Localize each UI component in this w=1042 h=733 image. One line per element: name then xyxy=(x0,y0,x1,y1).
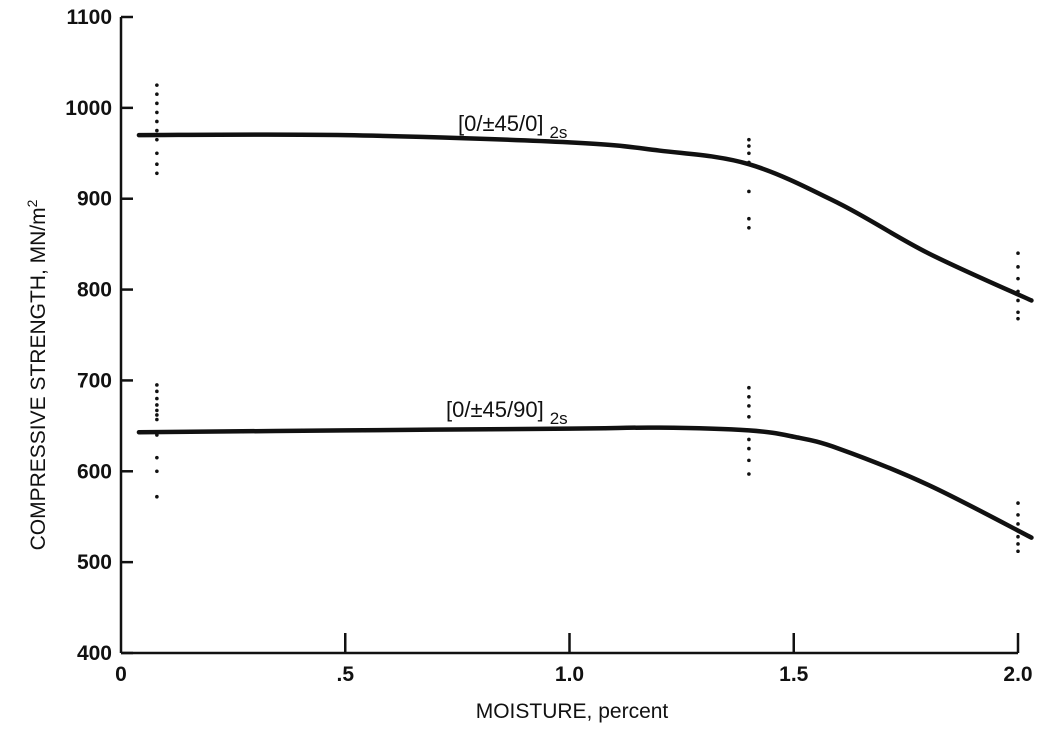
data-point xyxy=(155,455,159,460)
data-point xyxy=(747,189,751,194)
x-tick-label: .5 xyxy=(336,663,354,686)
series-line xyxy=(136,425,1034,540)
data-point xyxy=(747,394,751,399)
data-point xyxy=(1016,542,1020,546)
data-point xyxy=(1016,549,1020,554)
data-point xyxy=(747,151,751,156)
x-tick-label: 2.0 xyxy=(1003,663,1032,686)
data-point xyxy=(155,469,159,474)
data-point xyxy=(1016,513,1020,517)
data-point xyxy=(747,414,751,419)
data-point xyxy=(747,160,751,165)
data-point xyxy=(747,437,751,442)
y-tick-label: 400 xyxy=(77,642,112,665)
x-tick-label: 1.5 xyxy=(779,663,809,686)
data-point xyxy=(155,83,159,87)
series-1 xyxy=(136,383,1034,554)
x-axis-title: MOISTURE, percent xyxy=(476,700,669,723)
data-point xyxy=(1016,522,1020,526)
data-point xyxy=(1016,298,1020,303)
data-point xyxy=(155,137,159,142)
data-point xyxy=(1016,310,1020,315)
series-0 xyxy=(136,83,1034,321)
data-point xyxy=(155,433,159,437)
series-layer xyxy=(136,83,1034,554)
data-point xyxy=(1016,276,1020,281)
series-label-0-45-90-subscript: 2s xyxy=(550,409,568,428)
series-line xyxy=(136,132,1034,303)
y-axis-title-main: COMPRESSIVE STRENGTH, MN/m xyxy=(27,207,50,550)
data-point xyxy=(1016,251,1020,256)
x-tick-label: 1.0 xyxy=(555,663,584,686)
y-tick-label: 1000 xyxy=(65,97,112,120)
data-point xyxy=(155,494,159,499)
data-point xyxy=(155,417,159,422)
x-axis-ticks: 0 .5 1.0 1.5 2.0 xyxy=(115,633,1033,686)
y-tick-label: 800 xyxy=(77,279,112,302)
data-point xyxy=(155,403,159,407)
y-tick-label: 900 xyxy=(77,188,112,211)
data-point xyxy=(747,428,751,433)
data-point xyxy=(1016,501,1020,505)
data-point xyxy=(155,119,159,124)
y-tick-label: 1100 xyxy=(66,6,112,29)
series-label-0-45-0-name: [0/±45/0] xyxy=(458,111,543,136)
data-point xyxy=(155,389,159,394)
y-axis-ticks: 400 500 600 700 800 900 1000 1100 xyxy=(65,6,133,665)
data-point xyxy=(1016,289,1020,294)
y-axis-title-superscript: 2 xyxy=(24,199,40,207)
data-point xyxy=(1016,534,1020,539)
series-label-0-45-0-subscript: 2s xyxy=(549,123,567,142)
series-label-0-45-90-name: [0/±45/90] xyxy=(446,397,544,422)
y-tick-label: 600 xyxy=(77,460,112,483)
data-point xyxy=(1016,316,1020,321)
data-point xyxy=(747,446,751,451)
data-point xyxy=(155,110,159,115)
data-point xyxy=(747,216,751,221)
data-point xyxy=(155,413,159,417)
data-point xyxy=(1016,265,1020,269)
data-point xyxy=(747,225,751,230)
data-point xyxy=(155,408,159,413)
series-label-0-45-0: [0/±45/0] 2s xyxy=(458,111,567,142)
data-point xyxy=(155,383,159,387)
data-point xyxy=(155,151,159,156)
y-axis-title: COMPRESSIVE STRENGTH, MN/m2 xyxy=(24,199,50,550)
data-point xyxy=(155,92,159,97)
data-point xyxy=(155,101,159,106)
y-tick-label: 700 xyxy=(77,369,112,392)
data-point xyxy=(1016,528,1020,533)
x-tick-label: 0 xyxy=(115,663,127,686)
data-point xyxy=(155,128,159,133)
data-point xyxy=(747,472,751,476)
data-point xyxy=(747,385,751,390)
data-point xyxy=(747,404,751,408)
data-point xyxy=(155,396,159,401)
axes xyxy=(119,17,1018,655)
series-label-0-45-90: [0/±45/90] 2s xyxy=(446,397,568,428)
y-tick-label: 500 xyxy=(77,551,112,574)
data-point xyxy=(155,171,159,176)
data-point xyxy=(747,144,751,148)
data-point xyxy=(747,137,751,142)
data-point xyxy=(747,458,751,463)
data-point xyxy=(155,162,159,166)
